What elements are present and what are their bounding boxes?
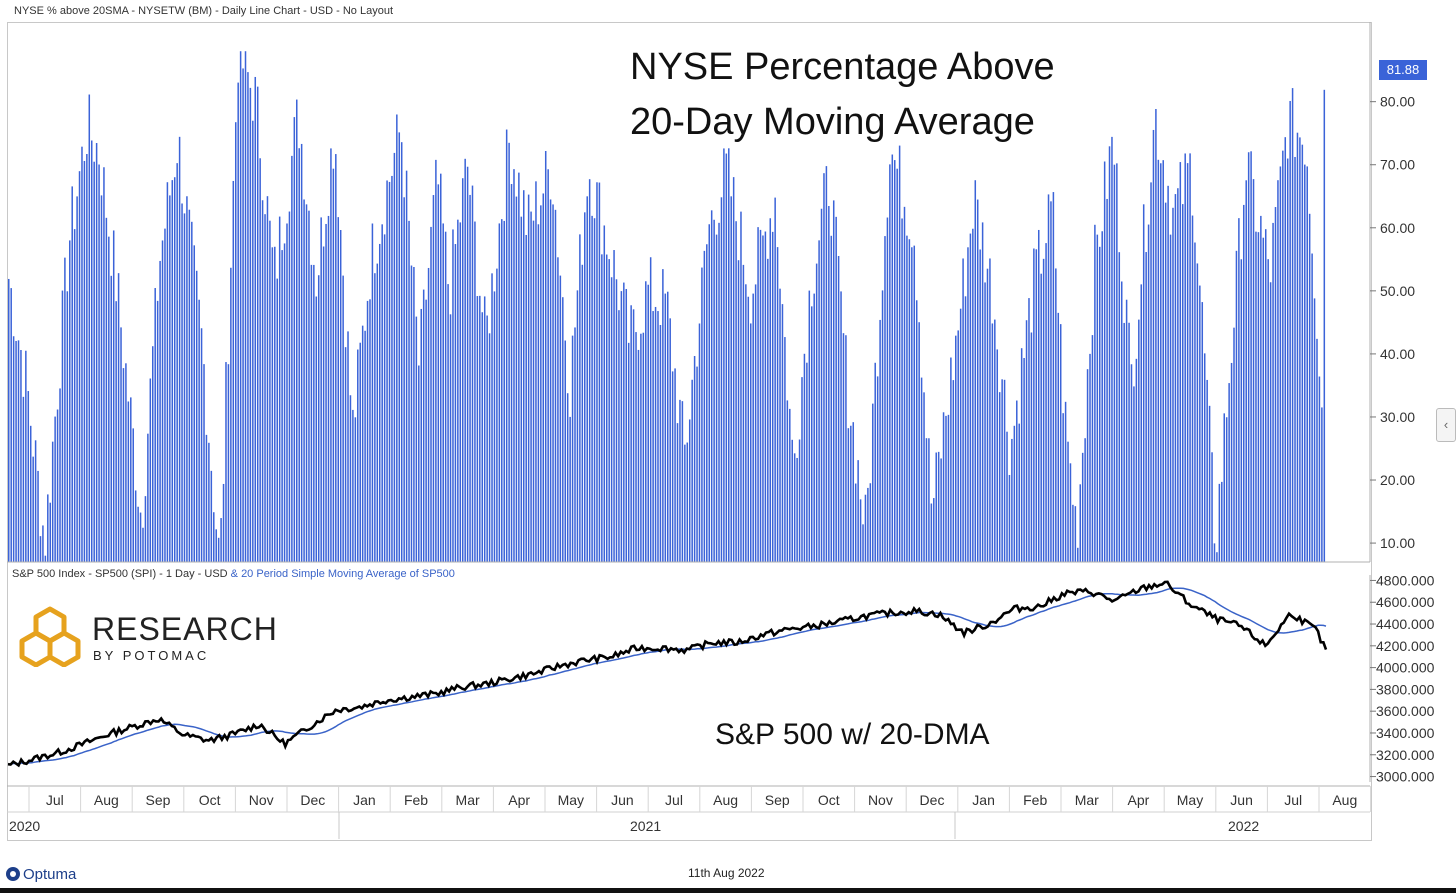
chart-title-line2: 20-Day Moving Average [630,101,1035,143]
month-label: Dec [300,792,326,808]
month-label: Aug [1332,792,1358,808]
chart-header-title: NYSE % above 20SMA - NYSETW (BM) - Daily… [14,5,394,17]
panel2-title: S&P 500 Index - SP500 (SPI) - 1 Day - US… [12,568,455,580]
y-tick-label: 3000.000 [1376,769,1435,785]
month-label: Feb [403,792,429,808]
logo-text-byline: BY POTOMAC [93,648,210,663]
chart-title-line1: NYSE Percentage Above [630,46,1055,88]
research-logo-icon [19,606,81,667]
brand-name: Optuma [23,866,77,883]
y-tick-label: 80.00 [1380,94,1415,110]
year-label: 2021 [630,818,662,834]
optuma-brand: Optuma [6,866,76,883]
bottom-border [0,888,1456,893]
month-label: Jul [665,792,683,808]
month-label: Jun [611,792,634,808]
month-label: May [1176,792,1204,808]
y-tick-label: 60.00 [1380,220,1415,236]
y-tick-label: 4800.000 [1376,572,1435,588]
month-label: Nov [248,792,274,808]
month-label: Nov [867,792,893,808]
month-label: Aug [93,792,119,808]
month-label: Sep [145,792,171,808]
y-tick-label: 3600.000 [1376,703,1435,719]
month-label: Apr [1127,792,1150,808]
month-label: Mar [455,792,480,808]
panel2-title-prefix: S&P 500 Index - SP500 (SPI) - 1 Day - US… [12,568,231,580]
month-label: Feb [1023,792,1048,808]
chart-frame [7,22,1372,841]
y-tick-label: 3800.000 [1376,681,1435,697]
month-label: Mar [1074,792,1099,808]
panel2-title-sma: & 20 Period Simple Moving Average of SP5… [230,568,455,580]
y-tick-label: 10.00 [1380,535,1415,551]
month-label: May [557,792,585,808]
y-tick-label: 20.00 [1380,472,1415,488]
optuma-logo-icon [6,867,20,881]
footer-date: 11th Aug 2022 [688,866,765,880]
month-label: Aug [713,792,739,808]
month-label: Oct [198,792,221,808]
y-tick-label: 4000.000 [1376,660,1435,676]
logo-text-research: RESEARCH [92,611,278,647]
chevron-left-icon[interactable]: ‹ [1436,408,1456,442]
year-label: 2020 [9,818,41,834]
lower-caption-annotation: S&P 500 w/ 20-DMA [715,718,990,751]
y-tick-label: 40.00 [1380,346,1415,362]
month-label: Dec [919,792,945,808]
year-label: 2022 [1228,818,1260,834]
month-label: Jan [972,792,995,808]
y-tick-label: 4200.000 [1376,638,1435,654]
y-tick-label: 50.00 [1380,283,1415,299]
y-tick-label: 3400.000 [1376,725,1435,741]
y-tick-label: 30.00 [1380,409,1415,425]
month-label: Jan [353,792,376,808]
month-label: Apr [508,792,531,808]
last-value-badge: 81.88 [1379,60,1427,80]
y-tick-label: 3200.000 [1376,747,1435,763]
month-label: Sep [764,792,790,808]
month-label: Jun [1230,792,1253,808]
chart-title-annotation: NYSE Percentage Above 20-Day Moving Aver… [630,40,1055,150]
month-label: Oct [817,792,840,808]
month-label: Jul [45,792,64,808]
y-tick-label: 4400.000 [1376,616,1435,632]
y-tick-label: 70.00 [1380,157,1415,173]
y-tick-label: 4600.000 [1376,594,1435,610]
month-label: Jul [1284,792,1303,808]
